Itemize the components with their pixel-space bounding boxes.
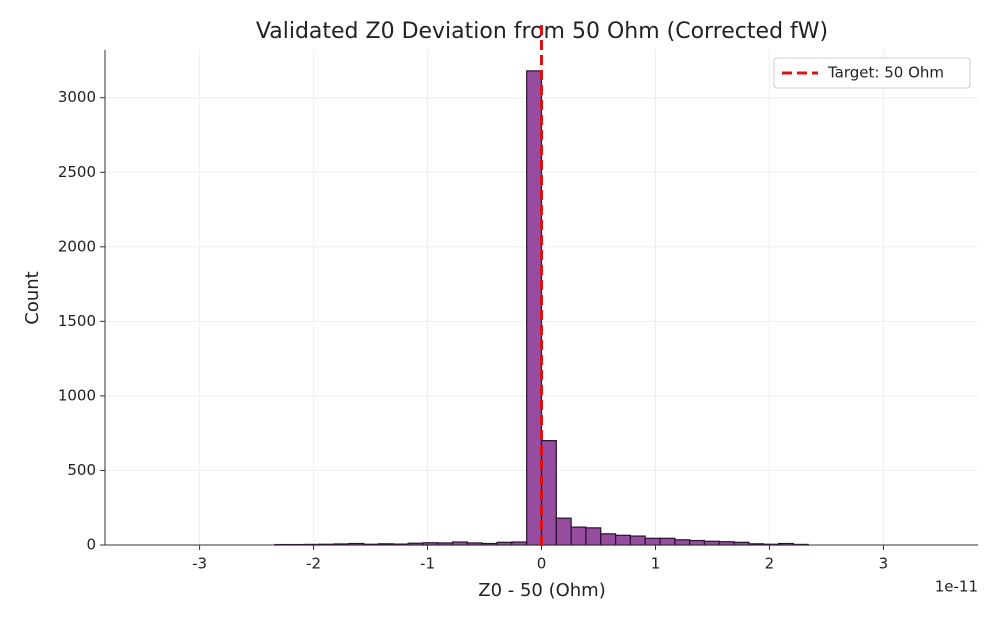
legend: Target: 50 Ohm [773,57,971,89]
bar [585,527,602,546]
bar [526,70,543,546]
y-axis-label: Count [22,271,43,324]
bar [614,534,631,546]
legend-label: Target: 50 Ohm [827,64,944,82]
bar [689,539,706,546]
x-tick-label: 2 [765,555,775,573]
y-tick-label: 0 [86,536,96,554]
x-tick-label: -1 [420,555,435,573]
y-tick-label: 500 [67,461,96,479]
bar [600,533,617,546]
x-tick-label: 1 [651,555,661,573]
bar [629,535,646,546]
bar [540,440,557,546]
x-tick-label: 3 [879,555,889,573]
y-tick-label: 2000 [58,237,96,255]
bar [659,537,676,546]
x-axis-label: Z0 - 50 (Ohm) [478,580,606,601]
x-offset-label: 1e-11 [935,578,978,596]
x-tick-label: 0 [537,555,547,573]
y-tick-label: 1500 [58,312,96,330]
legend-box [773,57,971,89]
y-tick-label: 2500 [58,163,96,181]
bar [674,539,691,546]
y-tick-label: 3000 [58,88,96,106]
bar [703,540,720,546]
y-tick-label: 1000 [58,386,96,404]
x-tick-label: -2 [306,555,321,573]
bar [555,517,572,546]
bar [644,537,661,546]
x-tick-label: -3 [192,555,207,573]
bar [570,526,587,546]
